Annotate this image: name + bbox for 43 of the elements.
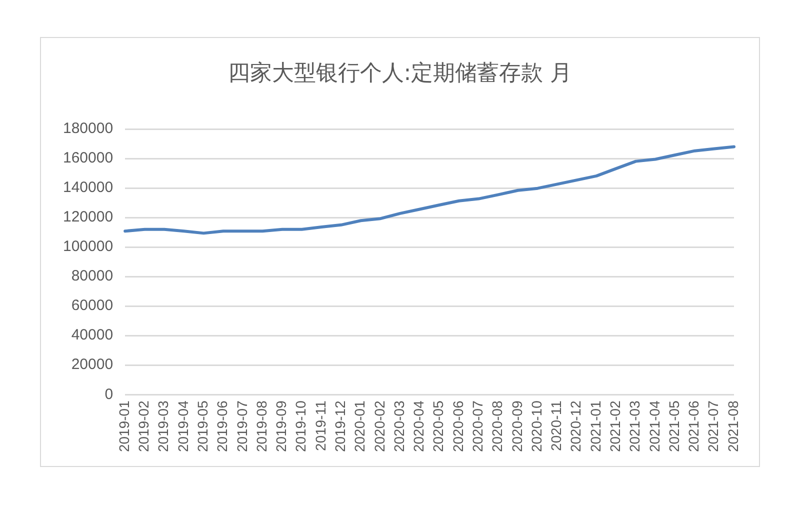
y-tick-label: 160000 bbox=[62, 150, 114, 167]
x-tick-label: 2019-05 bbox=[194, 400, 210, 452]
x-tick-label: 2019-06 bbox=[214, 400, 230, 452]
x-tick-label: 2019-03 bbox=[155, 400, 172, 452]
x-tick-label: 2021-02 bbox=[607, 400, 623, 452]
x-tick-label: 2021-01 bbox=[587, 400, 604, 452]
x-tick-label: 2021-04 bbox=[646, 400, 662, 452]
x-tick-label: 2020-12 bbox=[568, 400, 584, 452]
y-tick-label: 100000 bbox=[62, 238, 114, 256]
x-tick-label: 2020-10 bbox=[528, 400, 544, 452]
chart-title: 四家大型银行个人:定期储蓄存款 月 bbox=[226, 60, 574, 88]
x-tick-label: 2019-02 bbox=[136, 400, 152, 452]
y-tick-label: 140000 bbox=[62, 179, 114, 196]
x-tick-label: 2020-03 bbox=[390, 400, 407, 452]
x-tick-label: 2019-04 bbox=[174, 400, 191, 452]
y-tick-label: 80000 bbox=[71, 268, 114, 285]
x-tick-label: 2020-07 bbox=[469, 400, 486, 452]
x-tick-label: 2019-07 bbox=[234, 400, 250, 452]
x-tick-label: 2020-11 bbox=[548, 400, 564, 451]
x-tick-label: 2021-03 bbox=[626, 400, 643, 452]
y-tick-label: 20000 bbox=[71, 356, 114, 374]
x-tick-label: 2021-06 bbox=[686, 400, 702, 452]
y-tick-label: 120000 bbox=[62, 208, 114, 226]
y-tick-label: 180000 bbox=[62, 120, 114, 138]
y-tick-label: 60000 bbox=[71, 297, 114, 314]
x-tick-label: 2019-12 bbox=[332, 400, 348, 452]
x-tick-label: 2021-08 bbox=[724, 400, 741, 452]
x-tick-label: 2019-10 bbox=[292, 400, 309, 452]
x-tick-label: 2020-09 bbox=[508, 400, 525, 452]
x-tick-label: 2019-09 bbox=[273, 400, 290, 452]
x-tick-label: 2020-05 bbox=[430, 400, 446, 452]
x-tick-label: 2021-07 bbox=[705, 400, 722, 452]
x-tick-label: 2020-01 bbox=[352, 400, 368, 452]
x-tick-label: 2020-02 bbox=[371, 400, 388, 452]
y-tick-label: 40000 bbox=[71, 326, 114, 344]
x-tick-label: 2019-11 bbox=[312, 400, 328, 451]
x-tick-label: 2020-04 bbox=[410, 400, 427, 452]
x-tick-label: 2019-08 bbox=[253, 400, 270, 452]
y-tick-label: 0 bbox=[104, 386, 114, 403]
x-tick-label: 2021-05 bbox=[666, 400, 682, 452]
x-tick-label: 2019-01 bbox=[116, 400, 132, 452]
x-tick-label: 2020-08 bbox=[489, 400, 506, 452]
x-tick-label: 2020-06 bbox=[450, 400, 466, 452]
